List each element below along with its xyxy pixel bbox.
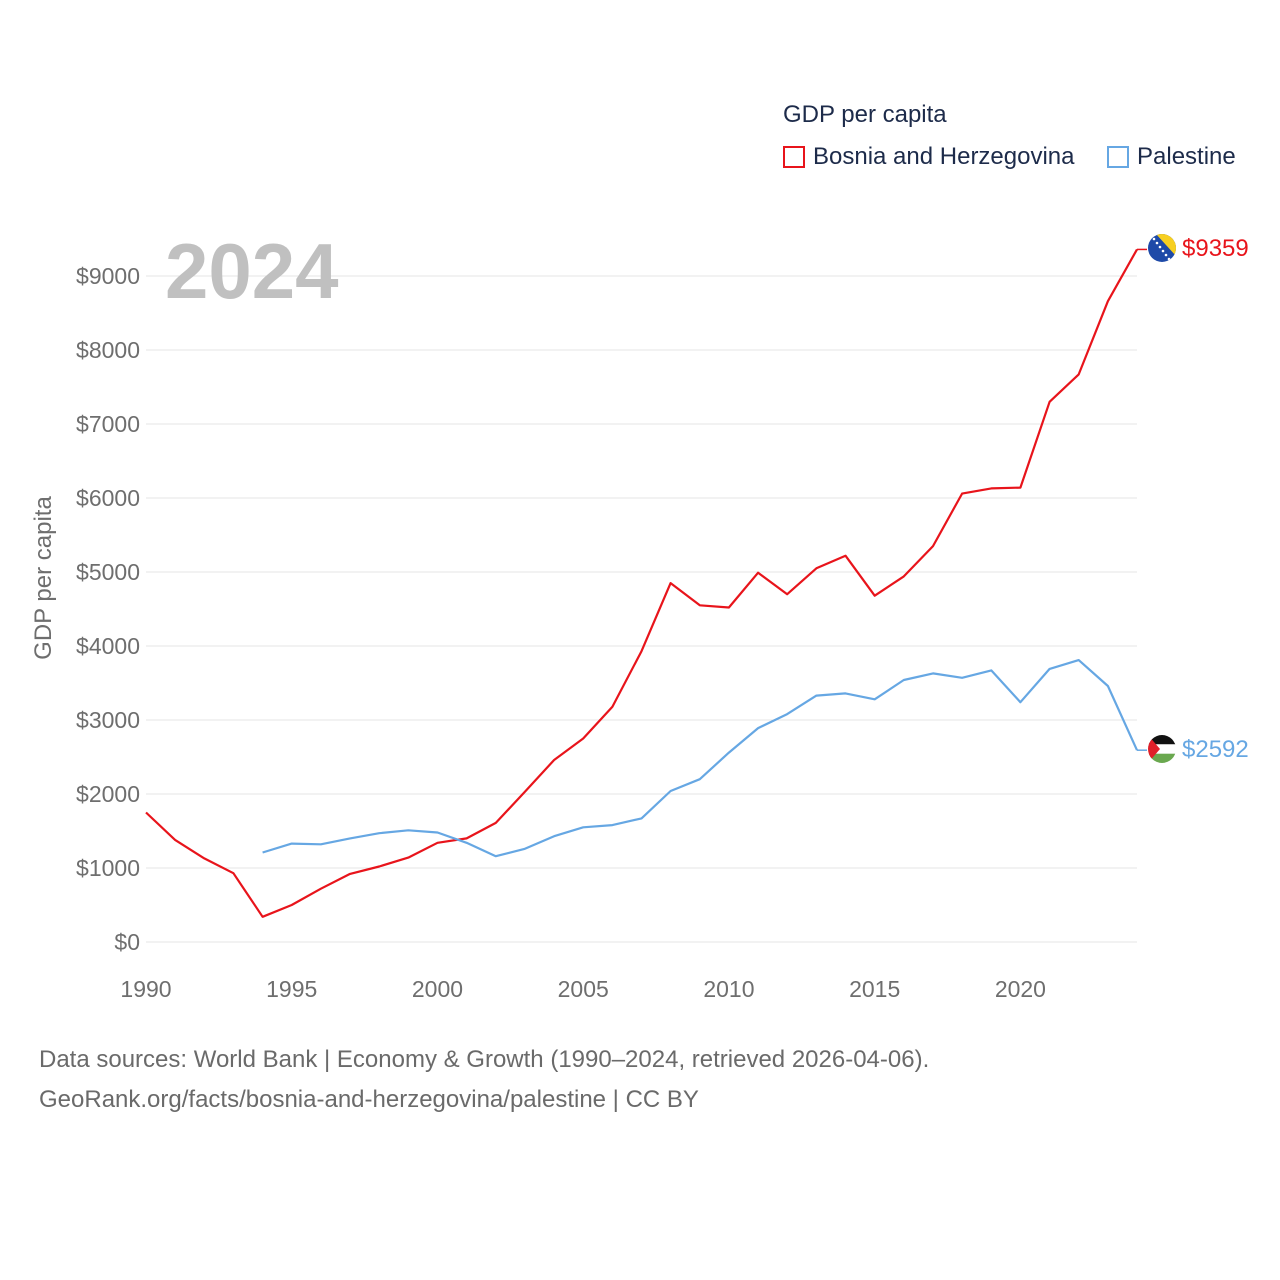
series-end-markers [1148,234,1176,763]
y-tick-label: $8000 [76,337,140,363]
y-tick-label: $4000 [76,633,140,659]
source-line-1: Data sources: World Bank | Economy & Gro… [39,1046,930,1073]
y-tick-label: $2000 [76,781,140,807]
x-tick-label: 2000 [412,976,463,1002]
legend-swatch-bosnia [783,146,805,168]
x-tick-label: 2010 [703,976,754,1002]
legend-label-palestine: Palestine [1137,143,1236,170]
x-tick-label: 2005 [558,976,609,1002]
y-tick-label: $9000 [76,263,140,289]
y-tick-label: $7000 [76,411,140,437]
y-tick-label: $6000 [76,485,140,511]
palestine-flag-icon [1148,735,1176,763]
palestine-end-value: $2592 [1182,736,1249,763]
x-tick-label: 1995 [266,976,317,1002]
y-tick-label: $0 [114,929,140,955]
y-tick-label: $1000 [76,855,140,881]
source-line-2[interactable]: GeoRank.org/facts/bosnia-and-herzegovina… [39,1086,699,1113]
y-axis-label: GDP per capita [30,496,57,660]
gridlines [146,275,1137,943]
series-line-palestine[interactable] [262,658,1139,858]
bosnia-flag-icon [1148,234,1176,262]
y-tick-label: $3000 [76,707,140,733]
x-tick-label: 1990 [120,976,171,1002]
legend-swatch-palestine [1107,146,1129,168]
legend-item-palestine[interactable]: Palestine [1107,143,1236,171]
year-display: 2024 [165,227,339,315]
axis-ticks: $0 $1000 $2000 $3000 $4000 $5000 $6000 $7000 $80… [76,263,1046,1002]
legend-label-bosnia: Bosnia and Herzegovina [813,143,1075,170]
x-tick-label: 2015 [849,976,900,1002]
bosnia-end-value: $9359 [1182,235,1249,262]
series-line-bosnia[interactable] [145,248,1138,918]
y-tick-label: $5000 [76,559,140,585]
x-tick-label: 2020 [995,976,1046,1002]
legend-item-bosnia[interactable]: Bosnia and Herzegovina [783,143,1075,171]
legend-title: GDP per capita [783,101,947,128]
series-lines [145,248,1147,918]
